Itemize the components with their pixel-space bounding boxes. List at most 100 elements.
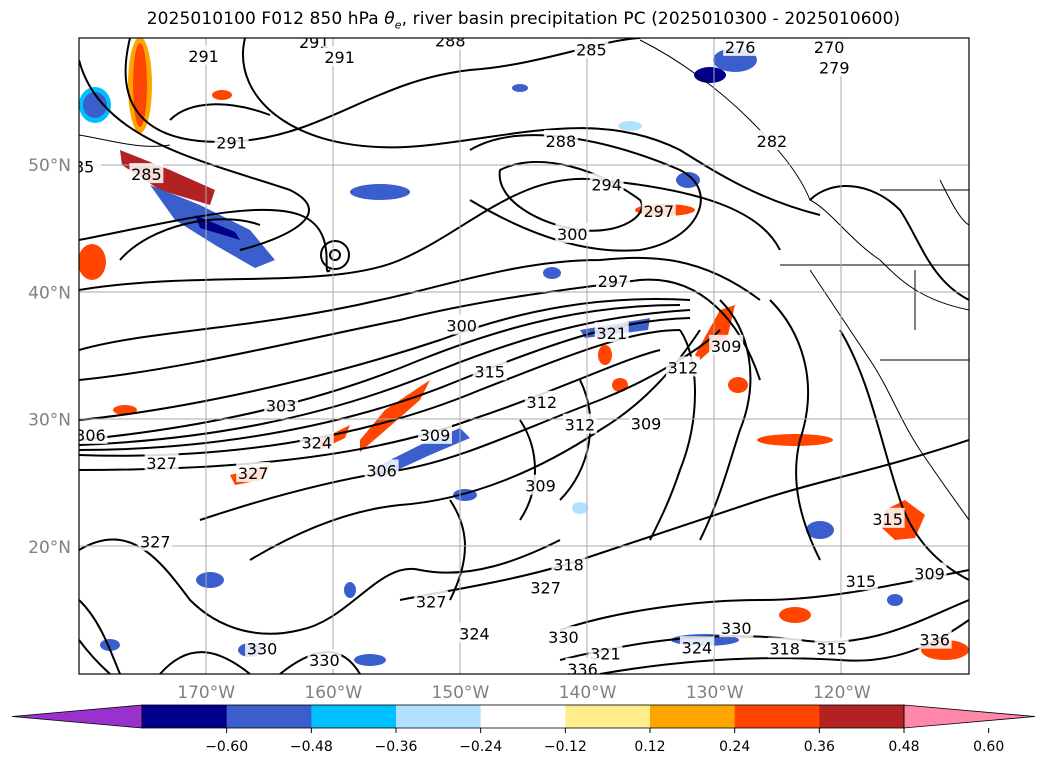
contour-label: 318 <box>769 640 800 659</box>
chart-title: 2025010100 F012 850 hPa θe, river basin … <box>0 9 1047 31</box>
contour-label: 330 <box>247 640 278 659</box>
contour-label-bg <box>364 459 399 480</box>
contour-label: 288 <box>546 132 577 151</box>
contour-label: 309 <box>914 565 945 584</box>
contour-label-bg <box>814 637 849 658</box>
contour-label: 315 <box>474 362 505 381</box>
contour-label: 291 <box>216 133 247 152</box>
contour-label-bg <box>299 431 334 452</box>
lon-tick-label: 130°W <box>686 683 744 703</box>
contour-label-bg <box>79 423 108 444</box>
lat-tick-label: 40°N <box>28 283 71 303</box>
contour-label-bg <box>457 622 492 643</box>
contour-label: 306 <box>366 461 397 480</box>
lon-tick-label: 150°W <box>432 683 490 703</box>
contour-label-bg <box>723 38 758 56</box>
contour-label: 336 <box>919 631 950 650</box>
theta-e-symbol: θe <box>384 9 402 32</box>
contour-label: 291 <box>188 47 219 66</box>
contour-label: 318 <box>553 556 584 575</box>
contour-label-bg <box>812 38 847 56</box>
lat-tick-labels: 50°N 40°N 30°N 20°N <box>28 156 71 558</box>
contour-label-bg <box>589 173 624 194</box>
title-suffix: , river basin precipitation PC (20250103… <box>401 9 901 29</box>
contour-label-bg <box>472 360 507 381</box>
lon-tick-label: 160°W <box>304 683 362 703</box>
contour-label: 327 <box>140 533 171 552</box>
contour-label-bg <box>414 590 449 611</box>
contour-label: 309 <box>631 414 662 433</box>
contour-label: 276 <box>725 38 756 57</box>
contour-label-bg <box>524 390 559 411</box>
contour-label: 312 <box>668 358 699 377</box>
contour-label-bg <box>870 507 905 528</box>
contour-label: 324 <box>459 624 490 643</box>
contour-label: 330 <box>721 619 752 638</box>
contour-label: 330 <box>309 651 340 670</box>
contour-label-bg <box>754 130 789 151</box>
contour-label-bg <box>144 451 179 472</box>
contour-label: 297 <box>598 272 629 291</box>
lon-tick-label: 140°W <box>559 683 617 703</box>
contour-label: 315 <box>846 572 877 591</box>
contour-label: 300 <box>557 225 588 244</box>
contour-label-bg <box>523 474 558 495</box>
contour-label: 336 <box>567 660 598 679</box>
contour-label: 309 <box>420 426 451 445</box>
contour-label-bg <box>679 636 714 657</box>
contour-label: 324 <box>301 433 332 452</box>
map-frame <box>78 37 970 675</box>
contour-label: 315 <box>816 640 847 659</box>
contour-label: 321 <box>596 324 627 343</box>
contour-label-bg <box>719 617 754 638</box>
contour-label: 303 <box>266 397 297 416</box>
contour-label: 309 <box>711 337 742 356</box>
contour-label-bg <box>551 553 586 574</box>
contour-label: 315 <box>872 510 903 529</box>
contour-label-bg <box>418 423 452 444</box>
contour-label-bg <box>307 649 342 670</box>
contour-label-bg <box>629 412 664 433</box>
contour-label: 288 <box>435 32 466 51</box>
contour-label-bg <box>236 462 271 483</box>
contour-label: 312 <box>527 393 558 412</box>
lon-tick-label: 120°W <box>813 683 871 703</box>
lon-tick-label: 170°W <box>177 683 235 703</box>
contour-label: 297 <box>643 202 674 221</box>
contour-label: 306 <box>75 426 106 445</box>
contour-label-bg <box>129 163 164 184</box>
lat-tick-label: 50°N <box>28 156 71 176</box>
contour-label: 85 <box>74 157 94 176</box>
contour-label-bg <box>709 334 744 355</box>
title-prefix: 2025010100 F012 850 hPa <box>146 9 385 29</box>
contour-label: 270 <box>814 38 845 57</box>
contour-label-bg <box>588 642 623 663</box>
contour-label: 279 <box>819 58 850 77</box>
contour-label: 285 <box>576 40 607 59</box>
contour-label-bg <box>186 44 221 65</box>
contour-label-bg <box>322 46 357 67</box>
contour-label: 285 <box>131 165 162 184</box>
contour-label-bg <box>574 38 609 59</box>
contour-label-bg <box>214 131 249 152</box>
contour-label: 327 <box>530 579 561 598</box>
theta-e-contours <box>79 38 969 674</box>
contour-label-bg <box>665 356 700 377</box>
contour-label-bg <box>562 413 597 434</box>
contour-label-bg <box>596 269 630 290</box>
contour-label-bg <box>767 637 802 658</box>
contour-label-bg <box>433 38 468 50</box>
contour-label: 300 <box>446 316 477 335</box>
contour-label: 327 <box>416 592 447 611</box>
contour-label-bg <box>543 130 578 151</box>
contour-label-bg <box>138 530 173 551</box>
lat-tick-label: 30°N <box>28 411 71 431</box>
contour-label-bg <box>917 628 952 649</box>
contour-label-bg <box>912 562 947 583</box>
contour-label: 330 <box>548 628 579 647</box>
lat-tick-label: 20°N <box>28 538 71 558</box>
contour-label-bg <box>528 576 563 597</box>
